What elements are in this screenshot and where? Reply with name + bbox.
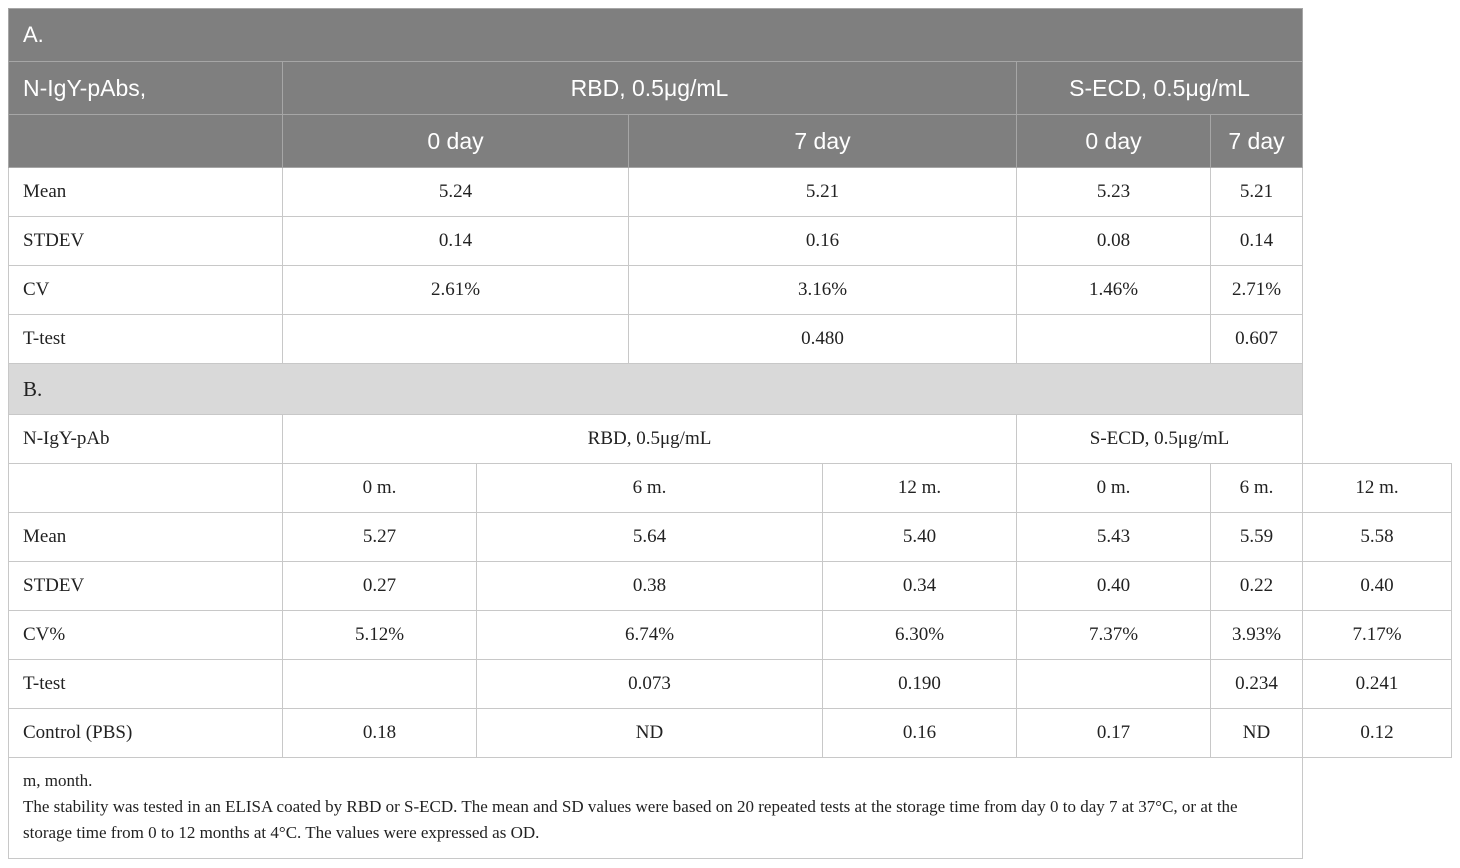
cell: 0.22: [1209, 561, 1304, 611]
cell: 3.93%: [1209, 610, 1304, 660]
part-a-row-label-header: N-IgY-pAbs,: [8, 61, 283, 115]
table-row: CV 2.61% 3.16% 1.46% 2.71%: [8, 265, 1452, 315]
cell: ND: [476, 708, 823, 758]
part-b-col-header: 12 m.: [822, 463, 1017, 513]
part-b-secd-header: S-ECD, 0.5μg/mL: [1015, 414, 1304, 464]
cell: [1016, 314, 1211, 364]
cell: 0.34: [822, 561, 1017, 611]
cell: 5.40: [822, 512, 1017, 562]
part-b-col-header: 6 m.: [476, 463, 823, 513]
cell: 1.46%: [1016, 265, 1211, 315]
table-row: STDEV 0.27 0.38 0.34 0.40 0.22 0.40: [8, 561, 1452, 611]
row-label: STDEV: [8, 561, 283, 611]
cell: 5.58: [1302, 512, 1452, 562]
cell: 0.40: [1016, 561, 1211, 611]
row-label: T-test: [8, 314, 283, 364]
cell: 5.27: [282, 512, 477, 562]
empty-cell: [8, 114, 283, 168]
cell: 7.37%: [1016, 610, 1211, 660]
part-b-col-header: 0 m.: [1016, 463, 1211, 513]
part-b-subheader-row: 0 m. 6 m. 12 m. 0 m. 6 m. 12 m.: [8, 463, 1452, 513]
cell: 0.14: [1209, 216, 1304, 266]
part-a-col-header: 0 day: [1016, 114, 1211, 168]
part-b-header-row: N-IgY-pAb RBD, 0.5μg/mL S-ECD, 0.5μg/mL: [8, 414, 1452, 464]
part-b-rbd-header: RBD, 0.5μg/mL: [282, 414, 1017, 464]
row-label: Mean: [8, 512, 283, 562]
cell: 6.74%: [476, 610, 823, 660]
part-a-label: A.: [7, 8, 1304, 62]
table-row: Mean 5.24 5.21 5.23 5.21: [8, 167, 1452, 217]
cell: 6.30%: [822, 610, 1017, 660]
cell: 0.38: [476, 561, 823, 611]
row-label: CV: [8, 265, 283, 315]
table-row: T-test 0.073 0.190 0.234 0.241: [8, 659, 1452, 709]
row-label: T-test: [8, 659, 283, 709]
part-a-header-row: N-IgY-pAbs, RBD, 0.5μg/mL S-ECD, 0.5μg/m…: [8, 61, 1452, 115]
cell: [282, 314, 629, 364]
cell: 0.14: [282, 216, 629, 266]
part-b-col-header: 0 m.: [282, 463, 477, 513]
cell: 5.59: [1209, 512, 1304, 562]
table-row: STDEV 0.14 0.16 0.08 0.14: [8, 216, 1452, 266]
cell: [1016, 659, 1211, 709]
part-a-col-header: 7 day: [628, 114, 1017, 168]
part-b-col-header: 12 m.: [1302, 463, 1452, 513]
row-label: STDEV: [8, 216, 283, 266]
cell: 0.08: [1016, 216, 1211, 266]
cell: 0.190: [822, 659, 1017, 709]
cell: 5.21: [1209, 167, 1304, 217]
cell: 0.17: [1016, 708, 1211, 758]
part-b-row-label-header: N-IgY-pAb: [8, 414, 283, 464]
table-row: CV% 5.12% 6.74% 6.30% 7.37% 3.93% 7.17%: [8, 610, 1452, 660]
cell: 0.241: [1302, 659, 1452, 709]
footnote-row: m, month. The stability was tested in an…: [7, 757, 1452, 859]
cell: 0.234: [1209, 659, 1304, 709]
cell: 0.607: [1209, 314, 1304, 364]
cell: 5.21: [628, 167, 1017, 217]
cell: 0.480: [628, 314, 1017, 364]
stability-table: A. N-IgY-pAbs, RBD, 0.5μg/mL S-ECD, 0.5μ…: [7, 8, 1452, 859]
part-b-col-header: 6 m.: [1209, 463, 1304, 513]
cell: 0.16: [822, 708, 1017, 758]
footnote-abbreviation: m, month.: [23, 771, 93, 790]
cell: 5.12%: [282, 610, 477, 660]
part-a-subheader-row: 0 day 7 day 0 day 7 day: [8, 114, 1452, 168]
cell: ND: [1209, 708, 1304, 758]
part-a-col-header: 0 day: [282, 114, 629, 168]
cell: 0.073: [476, 659, 823, 709]
table-row: T-test 0.480 0.607: [8, 314, 1452, 364]
cell: 0.40: [1302, 561, 1452, 611]
part-a-section-row: A.: [7, 8, 1452, 62]
cell: 5.23: [1016, 167, 1211, 217]
cell: 0.16: [628, 216, 1017, 266]
cell: 5.43: [1016, 512, 1211, 562]
cell: [282, 659, 477, 709]
cell: 2.61%: [282, 265, 629, 315]
row-label: CV%: [8, 610, 283, 660]
cell: 0.27: [282, 561, 477, 611]
table-row: Control (PBS) 0.18 ND 0.16 0.17 ND 0.12: [8, 708, 1452, 758]
cell: 0.12: [1302, 708, 1452, 758]
footnote-description: The stability was tested in an ELISA coa…: [23, 797, 1238, 842]
stability-table-container: A. N-IgY-pAbs, RBD, 0.5μg/mL S-ECD, 0.5μ…: [7, 8, 1452, 859]
part-a-secd-header: S-ECD, 0.5μg/mL: [1015, 61, 1304, 115]
cell: 3.16%: [628, 265, 1017, 315]
table-row: Mean 5.27 5.64 5.40 5.43 5.59 5.58: [8, 512, 1452, 562]
row-label: Control (PBS): [8, 708, 283, 758]
empty-cell: [8, 463, 283, 513]
part-a-rbd-header: RBD, 0.5μg/mL: [282, 61, 1017, 115]
cell: 2.71%: [1209, 265, 1304, 315]
part-b-label: B.: [7, 363, 1304, 415]
row-label: Mean: [8, 167, 283, 217]
footnote: m, month. The stability was tested in an…: [7, 757, 1304, 859]
cell: 7.17%: [1302, 610, 1452, 660]
cell: 5.24: [282, 167, 629, 217]
part-b-section-row: B.: [7, 363, 1452, 415]
part-a-col-header: 7 day: [1209, 114, 1304, 168]
cell: 5.64: [476, 512, 823, 562]
cell: 0.18: [282, 708, 477, 758]
